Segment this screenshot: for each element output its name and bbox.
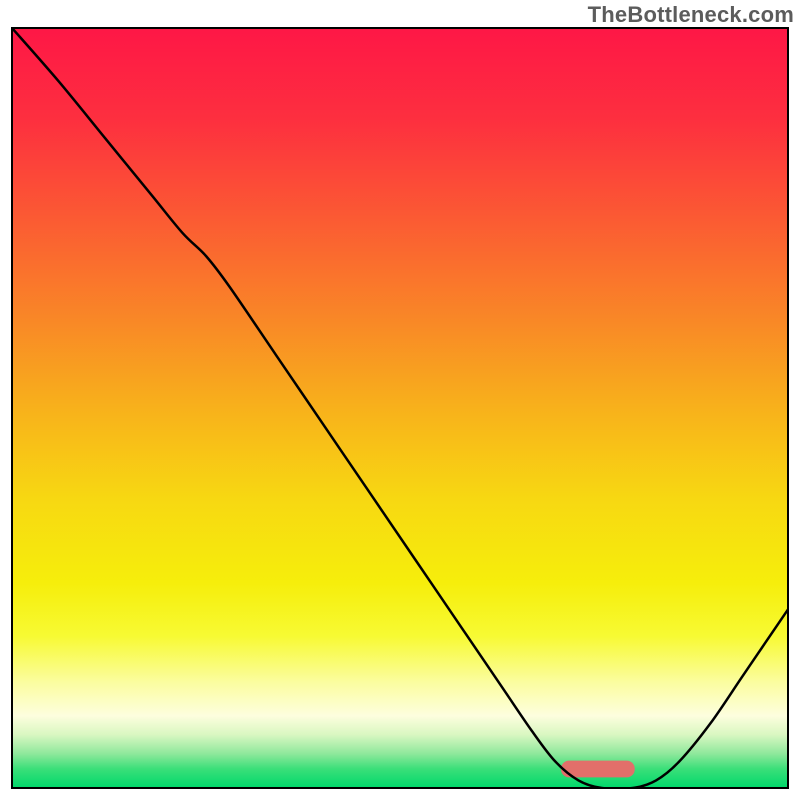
bottleneck-chart <box>0 0 800 800</box>
gradient-background <box>12 28 788 788</box>
chart-container: TheBottleneck.com <box>0 0 800 800</box>
plot-area <box>12 28 788 789</box>
watermark-text: TheBottleneck.com <box>588 2 794 28</box>
